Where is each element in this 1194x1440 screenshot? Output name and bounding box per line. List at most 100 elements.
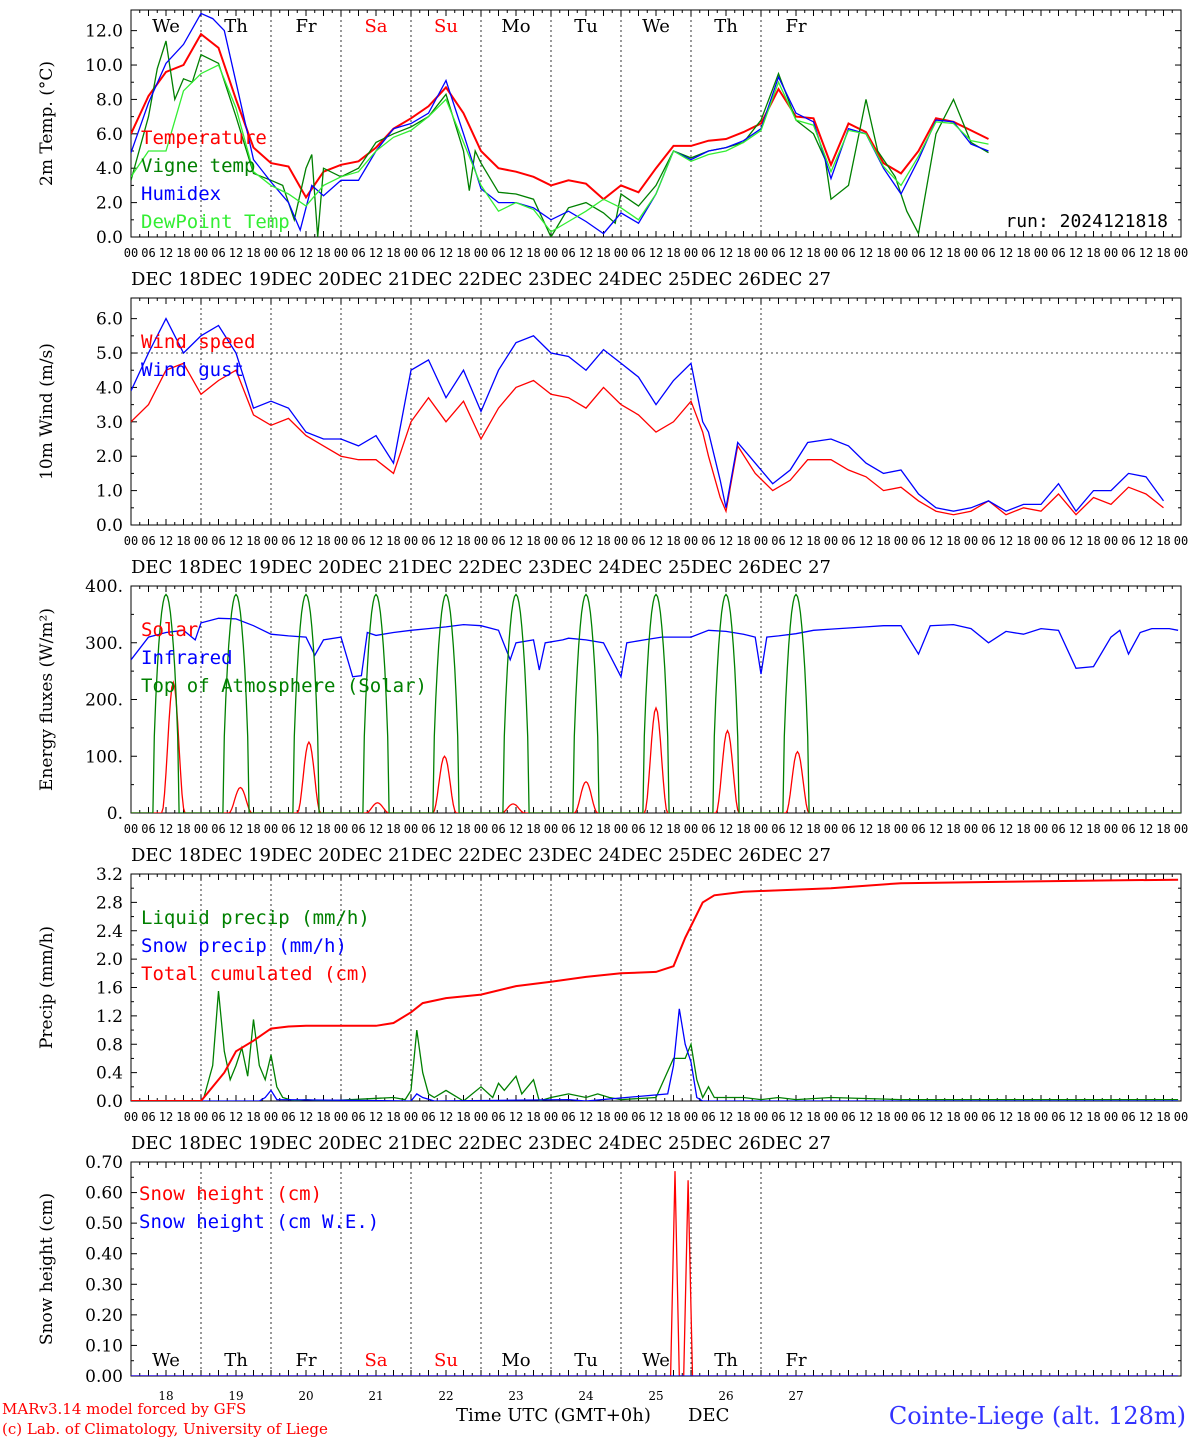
legend-entry: Wind speed [141,331,255,353]
panel-1: 00 06 12 18 00 06 12 18 00 06 12 18 00 06 12 18 00 06 12 18… [37,9,1188,290]
x-tick-label: 00 [544,822,558,836]
day-label: DEC 26 [691,845,761,866]
x-tick-label: 18 [246,246,260,260]
x-tick-label: 06 [631,1110,645,1124]
day-label: DEC 19 [201,269,271,290]
x-tick-label: 18 [1016,1110,1030,1124]
x-tick-label: 12 [509,246,523,260]
y-tick-label: 2.0 [96,194,123,214]
series-line [131,317,1165,513]
x-tick-label: 00 [1174,246,1188,260]
day-label: DEC 19 [201,845,271,866]
x-tick-label: 06 [491,1110,505,1124]
y-axis-label: 10m Wind (m/s) [37,343,57,480]
x-tick-label: 12 [369,534,383,548]
day-label: DEC 23 [481,557,551,578]
day-number-label: 19 [228,1389,243,1403]
y-tick-label: 300. [85,634,123,654]
series-line [131,990,1179,1101]
x-tick-label: 00 [894,246,908,260]
x-tick-label: 12 [999,246,1013,260]
x-tick-label: 06 [771,1110,785,1124]
x-tick-label: 18 [946,1110,960,1124]
series-line [131,593,1181,813]
y-tick-label: 2.0 [96,447,123,467]
weekday-label: Fr [785,1350,806,1371]
legend-entry: Snow height (cm) [139,1183,322,1205]
day-label: DEC 18 [131,557,201,578]
x-tick-label: 18 [1156,246,1170,260]
x-tick-label: 06 [561,1110,575,1124]
x-tick-label: 06 [351,534,365,548]
x-tick-label: 06 [631,534,645,548]
x-tick-label: 18 [806,822,820,836]
x-tick-label: 12 [579,534,593,548]
station-name: Cointe-Liege (alt. 128m) [888,1402,1186,1430]
series-line [131,878,1179,1101]
y-tick-label: 2.4 [96,922,123,942]
y-tick-label: 2.8 [96,893,123,913]
x-tick-label: 06 [421,1110,435,1124]
x-tick-label: 06 [841,1110,855,1124]
legend-entry: Solar [141,619,198,641]
legend-entry: Snow height (cm W.E.) [139,1211,379,1233]
x-tick-label: 12 [1069,1110,1083,1124]
x-tick-label: 12 [369,1110,383,1124]
day-label: DEC 20 [271,269,341,290]
legend-entry: Wind gust [141,359,244,381]
x-tick-label: 12 [1069,822,1083,836]
x-tick-label: 00 [824,822,838,836]
x-tick-label: 12 [789,822,803,836]
x-tick-label: 06 [141,1110,155,1124]
x-tick-label: 06 [281,246,295,260]
x-tick-label: 12 [719,822,733,836]
day-label: DEC 25 [621,845,691,866]
panel-2: 00 06 12 18 00 06 12 18 00 06 12 18 00 06 12 18 00 06 12 18… [37,297,1188,578]
x-tick-label: 12 [1069,246,1083,260]
x-tick-label: 00 [1034,822,1048,836]
x-tick-label: 06 [211,246,225,260]
x-tick-label: 18 [596,822,610,836]
day-label: DEC 21 [341,1133,411,1154]
day-label: DEC 22 [411,269,481,290]
x-tick-label: 12 [1069,534,1083,548]
x-tick-label: 00 [194,534,208,548]
x-tick-label: 06 [701,822,715,836]
x-tick-label: 18 [946,246,960,260]
x-tick-label: 06 [1121,1110,1135,1124]
weekday-label: Tu [574,1350,598,1371]
x-tick-label: 06 [561,534,575,548]
x-tick-label: 06 [1051,534,1065,548]
x-tick-label: 00 [264,246,278,260]
x-tick-label: 18 [1016,534,1030,548]
x-tick-label: 06 [281,822,295,836]
weekday-label: Sa [364,1350,387,1371]
weekday-label: Sa [364,16,387,37]
y-tick-label: 0.30 [85,1275,123,1295]
x-tick-label: 18 [526,534,540,548]
x-tick-label: 18 [316,246,330,260]
x-tick-label: 18 [456,1110,470,1124]
x-tick-label: 18 [876,1110,890,1124]
x-tick-label: 00 [124,534,138,548]
y-tick-label: 4.0 [96,159,123,179]
day-label: DEC 19 [201,1133,271,1154]
x-tick-label: 00 [1174,534,1188,548]
x-tick-label: 18 [736,246,750,260]
x-tick-label: 18 [316,534,330,548]
x-tick-label: 12 [719,534,733,548]
x-tick-label: 18 [456,246,470,260]
x-tick-label: 06 [981,246,995,260]
day-label: DEC 24 [551,269,621,290]
x-tick-label: 06 [771,246,785,260]
x-tick-label: 12 [439,246,453,260]
x-tick-label: 00 [124,822,138,836]
x-tick-label: 06 [491,822,505,836]
x-tick-label: 18 [876,246,890,260]
y-tick-label: 10.0 [85,56,123,76]
day-label: DEC 20 [271,557,341,578]
x-tick-label: 00 [474,246,488,260]
x-tick-label: 12 [999,1110,1013,1124]
x-tick-label: 00 [404,246,418,260]
day-label: DEC 22 [411,845,481,866]
